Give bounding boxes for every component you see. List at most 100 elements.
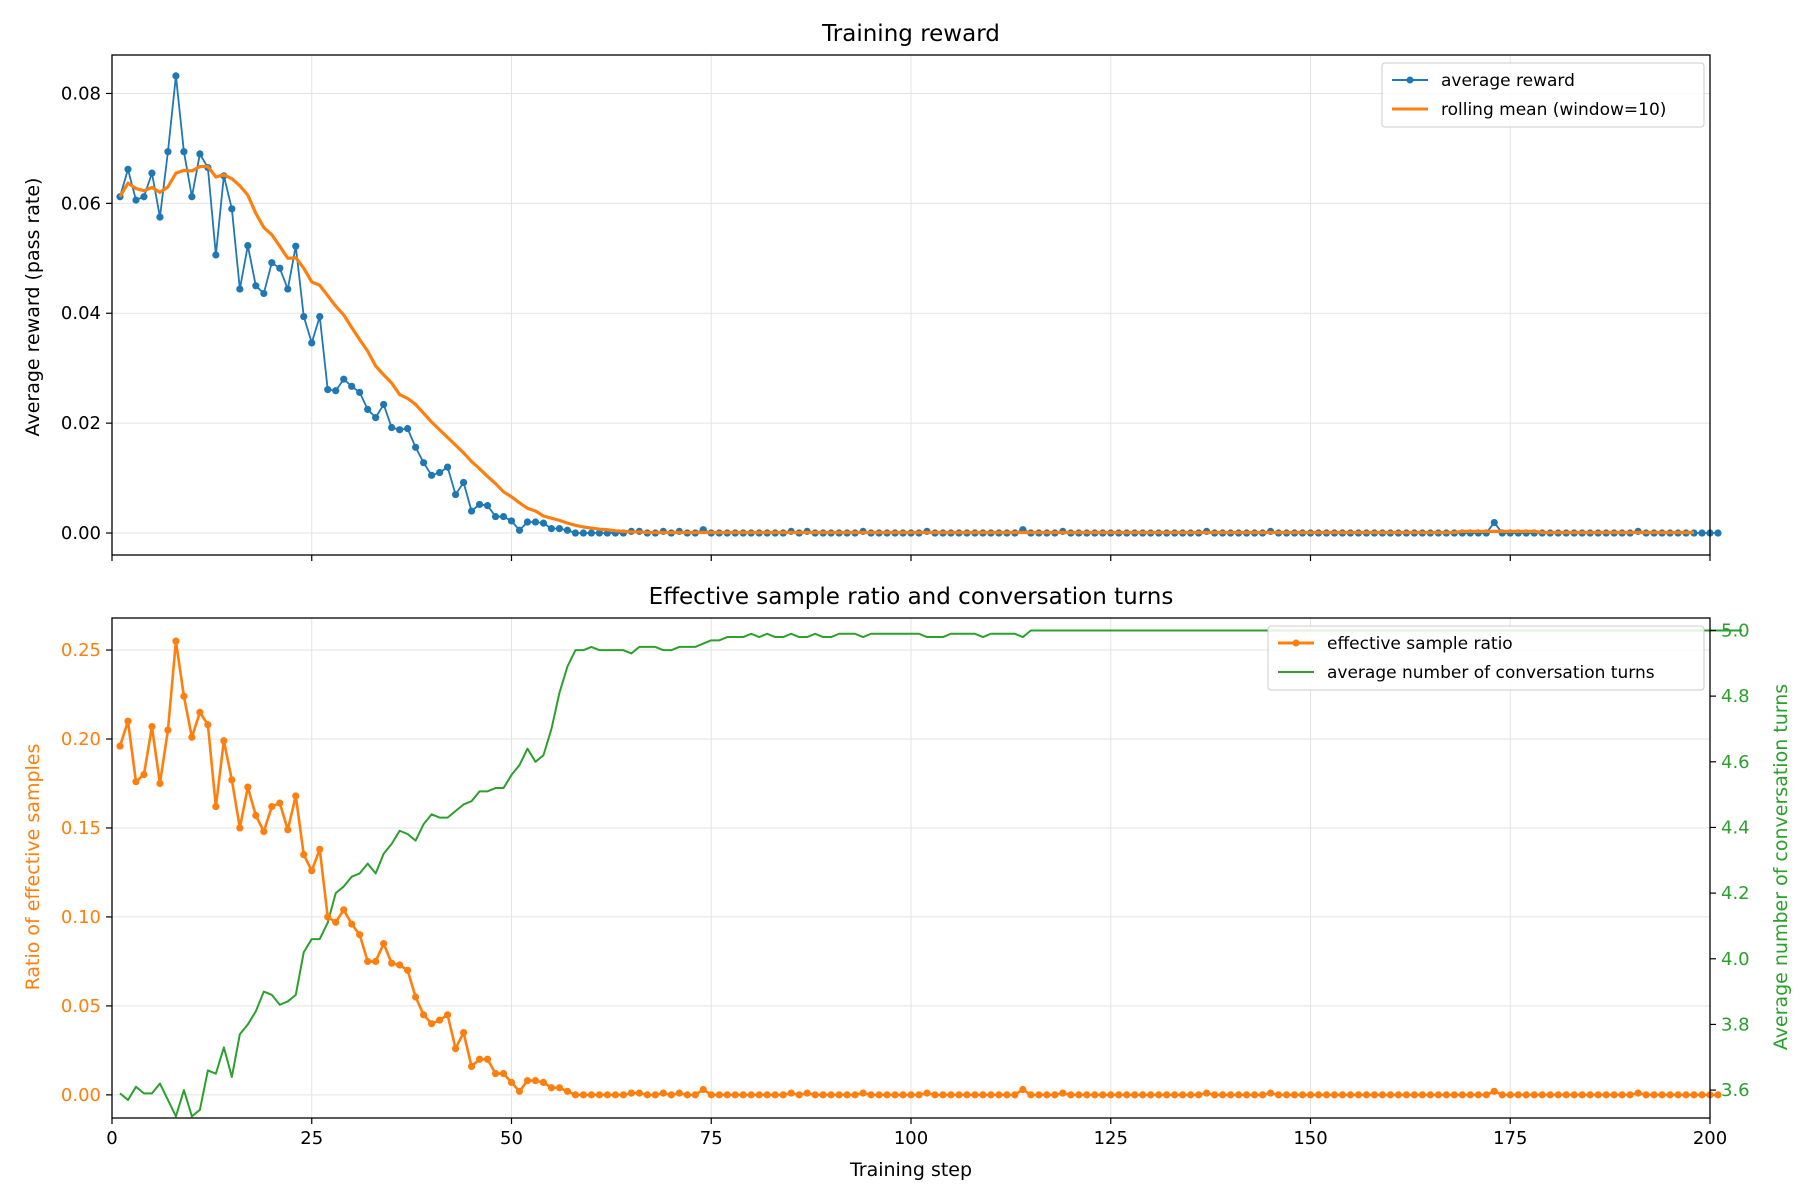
data-point — [324, 386, 332, 394]
data-point — [1003, 1091, 1011, 1099]
legend: effective sample ratio average number of… — [1267, 625, 1705, 691]
data-point — [244, 242, 252, 250]
data-point — [883, 1091, 891, 1099]
data-point — [1075, 1091, 1083, 1099]
data-point — [1458, 1091, 1466, 1099]
data-point — [332, 387, 340, 395]
data-point — [420, 459, 428, 467]
data-point — [1450, 1091, 1458, 1099]
data-point — [1019, 1085, 1027, 1094]
data-point — [1490, 1087, 1498, 1095]
data-point — [627, 1089, 635, 1097]
data-point — [332, 918, 340, 926]
data-point — [803, 1089, 811, 1097]
data-point — [595, 529, 603, 537]
x-tick-label: 0 — [106, 1128, 117, 1149]
data-point — [963, 1091, 971, 1099]
data-point — [539, 1078, 548, 1087]
data-point — [971, 1091, 979, 1099]
data-point — [483, 1055, 492, 1063]
data-point — [1370, 1091, 1379, 1099]
data-point — [1378, 1091, 1387, 1099]
x-axis: 0 25 50 75 100 125 150 175 200 — [106, 1118, 1727, 1149]
data-point — [132, 196, 140, 204]
data-point — [196, 708, 204, 716]
data-point — [507, 517, 516, 525]
data-point — [340, 906, 348, 914]
data-point — [595, 1091, 603, 1099]
data-point — [1187, 1091, 1195, 1099]
data-point — [1426, 1091, 1434, 1099]
data-point — [435, 1016, 444, 1024]
y-tick-label: 0.02 — [61, 413, 101, 434]
x-tick-label: 175 — [1493, 1128, 1527, 1149]
data-point — [523, 1077, 532, 1085]
data-point — [180, 148, 188, 156]
data-point — [715, 1091, 723, 1099]
data-point — [851, 1091, 859, 1099]
data-point — [563, 526, 572, 534]
data-point — [348, 920, 356, 928]
data-point — [396, 961, 404, 969]
data-point — [284, 285, 292, 293]
y-tick-label-right: 3.8 — [1721, 1014, 1750, 1035]
data-point — [1250, 1091, 1259, 1099]
data-point — [268, 803, 276, 811]
data-point — [364, 405, 372, 413]
data-point — [835, 1091, 843, 1099]
data-point — [1714, 1091, 1722, 1099]
x-tick-label: 100 — [894, 1128, 928, 1149]
data-point — [1482, 1091, 1490, 1099]
data-point — [324, 913, 332, 921]
y-tick-label: 0.06 — [61, 193, 101, 214]
data-point — [268, 259, 276, 267]
data-point — [859, 1089, 867, 1097]
y-tick-label: 0.00 — [61, 523, 101, 544]
data-point — [1147, 1091, 1155, 1099]
data-point — [1211, 1091, 1219, 1099]
y-tick-label-right: 4.8 — [1721, 686, 1750, 707]
data-point — [987, 1091, 995, 1099]
data-point — [164, 726, 172, 734]
data-point — [116, 742, 124, 750]
data-point — [188, 733, 196, 741]
data-point — [1626, 1091, 1634, 1099]
data-point — [380, 940, 388, 948]
data-point — [236, 285, 244, 293]
data-point — [1227, 1091, 1235, 1099]
data-point — [1059, 1089, 1067, 1097]
data-point — [819, 1091, 827, 1099]
data-point — [939, 1091, 947, 1099]
data-point — [1203, 1089, 1211, 1097]
data-point — [1282, 1091, 1291, 1099]
data-point — [563, 1087, 572, 1095]
data-point — [1306, 1091, 1315, 1099]
data-point — [1474, 1091, 1482, 1099]
x-tick-label: 200 — [1693, 1128, 1727, 1149]
data-point — [467, 507, 476, 515]
data-point — [515, 1087, 524, 1095]
data-point — [579, 529, 588, 537]
data-point — [1714, 529, 1722, 537]
data-point — [1514, 1091, 1522, 1099]
data-point — [156, 779, 164, 788]
y-axis-label-left: Ratio of effective samples — [22, 744, 44, 991]
data-point — [1690, 1091, 1698, 1099]
data-point — [356, 931, 364, 939]
data-point — [515, 526, 524, 534]
data-point — [907, 1091, 915, 1099]
data-point — [811, 1091, 819, 1099]
data-point — [467, 1062, 476, 1070]
data-point — [1674, 1091, 1682, 1099]
chart-title: Effective sample ratio and conversation … — [649, 584, 1174, 610]
data-point — [1618, 1091, 1626, 1099]
data-point — [348, 382, 356, 390]
data-point — [132, 778, 140, 786]
data-point — [1298, 1091, 1307, 1099]
data-point — [1410, 1091, 1418, 1099]
data-point — [475, 500, 484, 509]
y-axis-label: Average reward (pass rate) — [22, 178, 44, 437]
data-point — [587, 1091, 596, 1099]
data-point — [795, 1091, 803, 1099]
